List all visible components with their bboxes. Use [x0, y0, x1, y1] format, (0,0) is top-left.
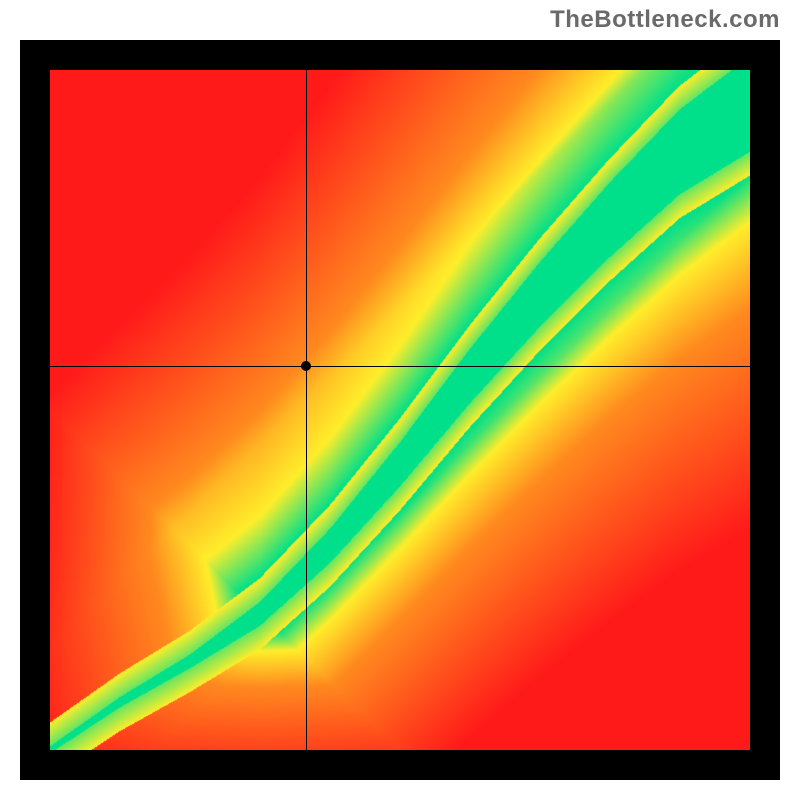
plot-border [20, 40, 780, 780]
marker-point [301, 361, 311, 371]
crosshair-vertical [306, 70, 307, 750]
watermark-text: TheBottleneck.com [550, 6, 780, 34]
heatmap-canvas [50, 70, 750, 750]
chart-container: TheBottleneck.com [0, 0, 800, 800]
crosshair-horizontal [50, 366, 750, 367]
